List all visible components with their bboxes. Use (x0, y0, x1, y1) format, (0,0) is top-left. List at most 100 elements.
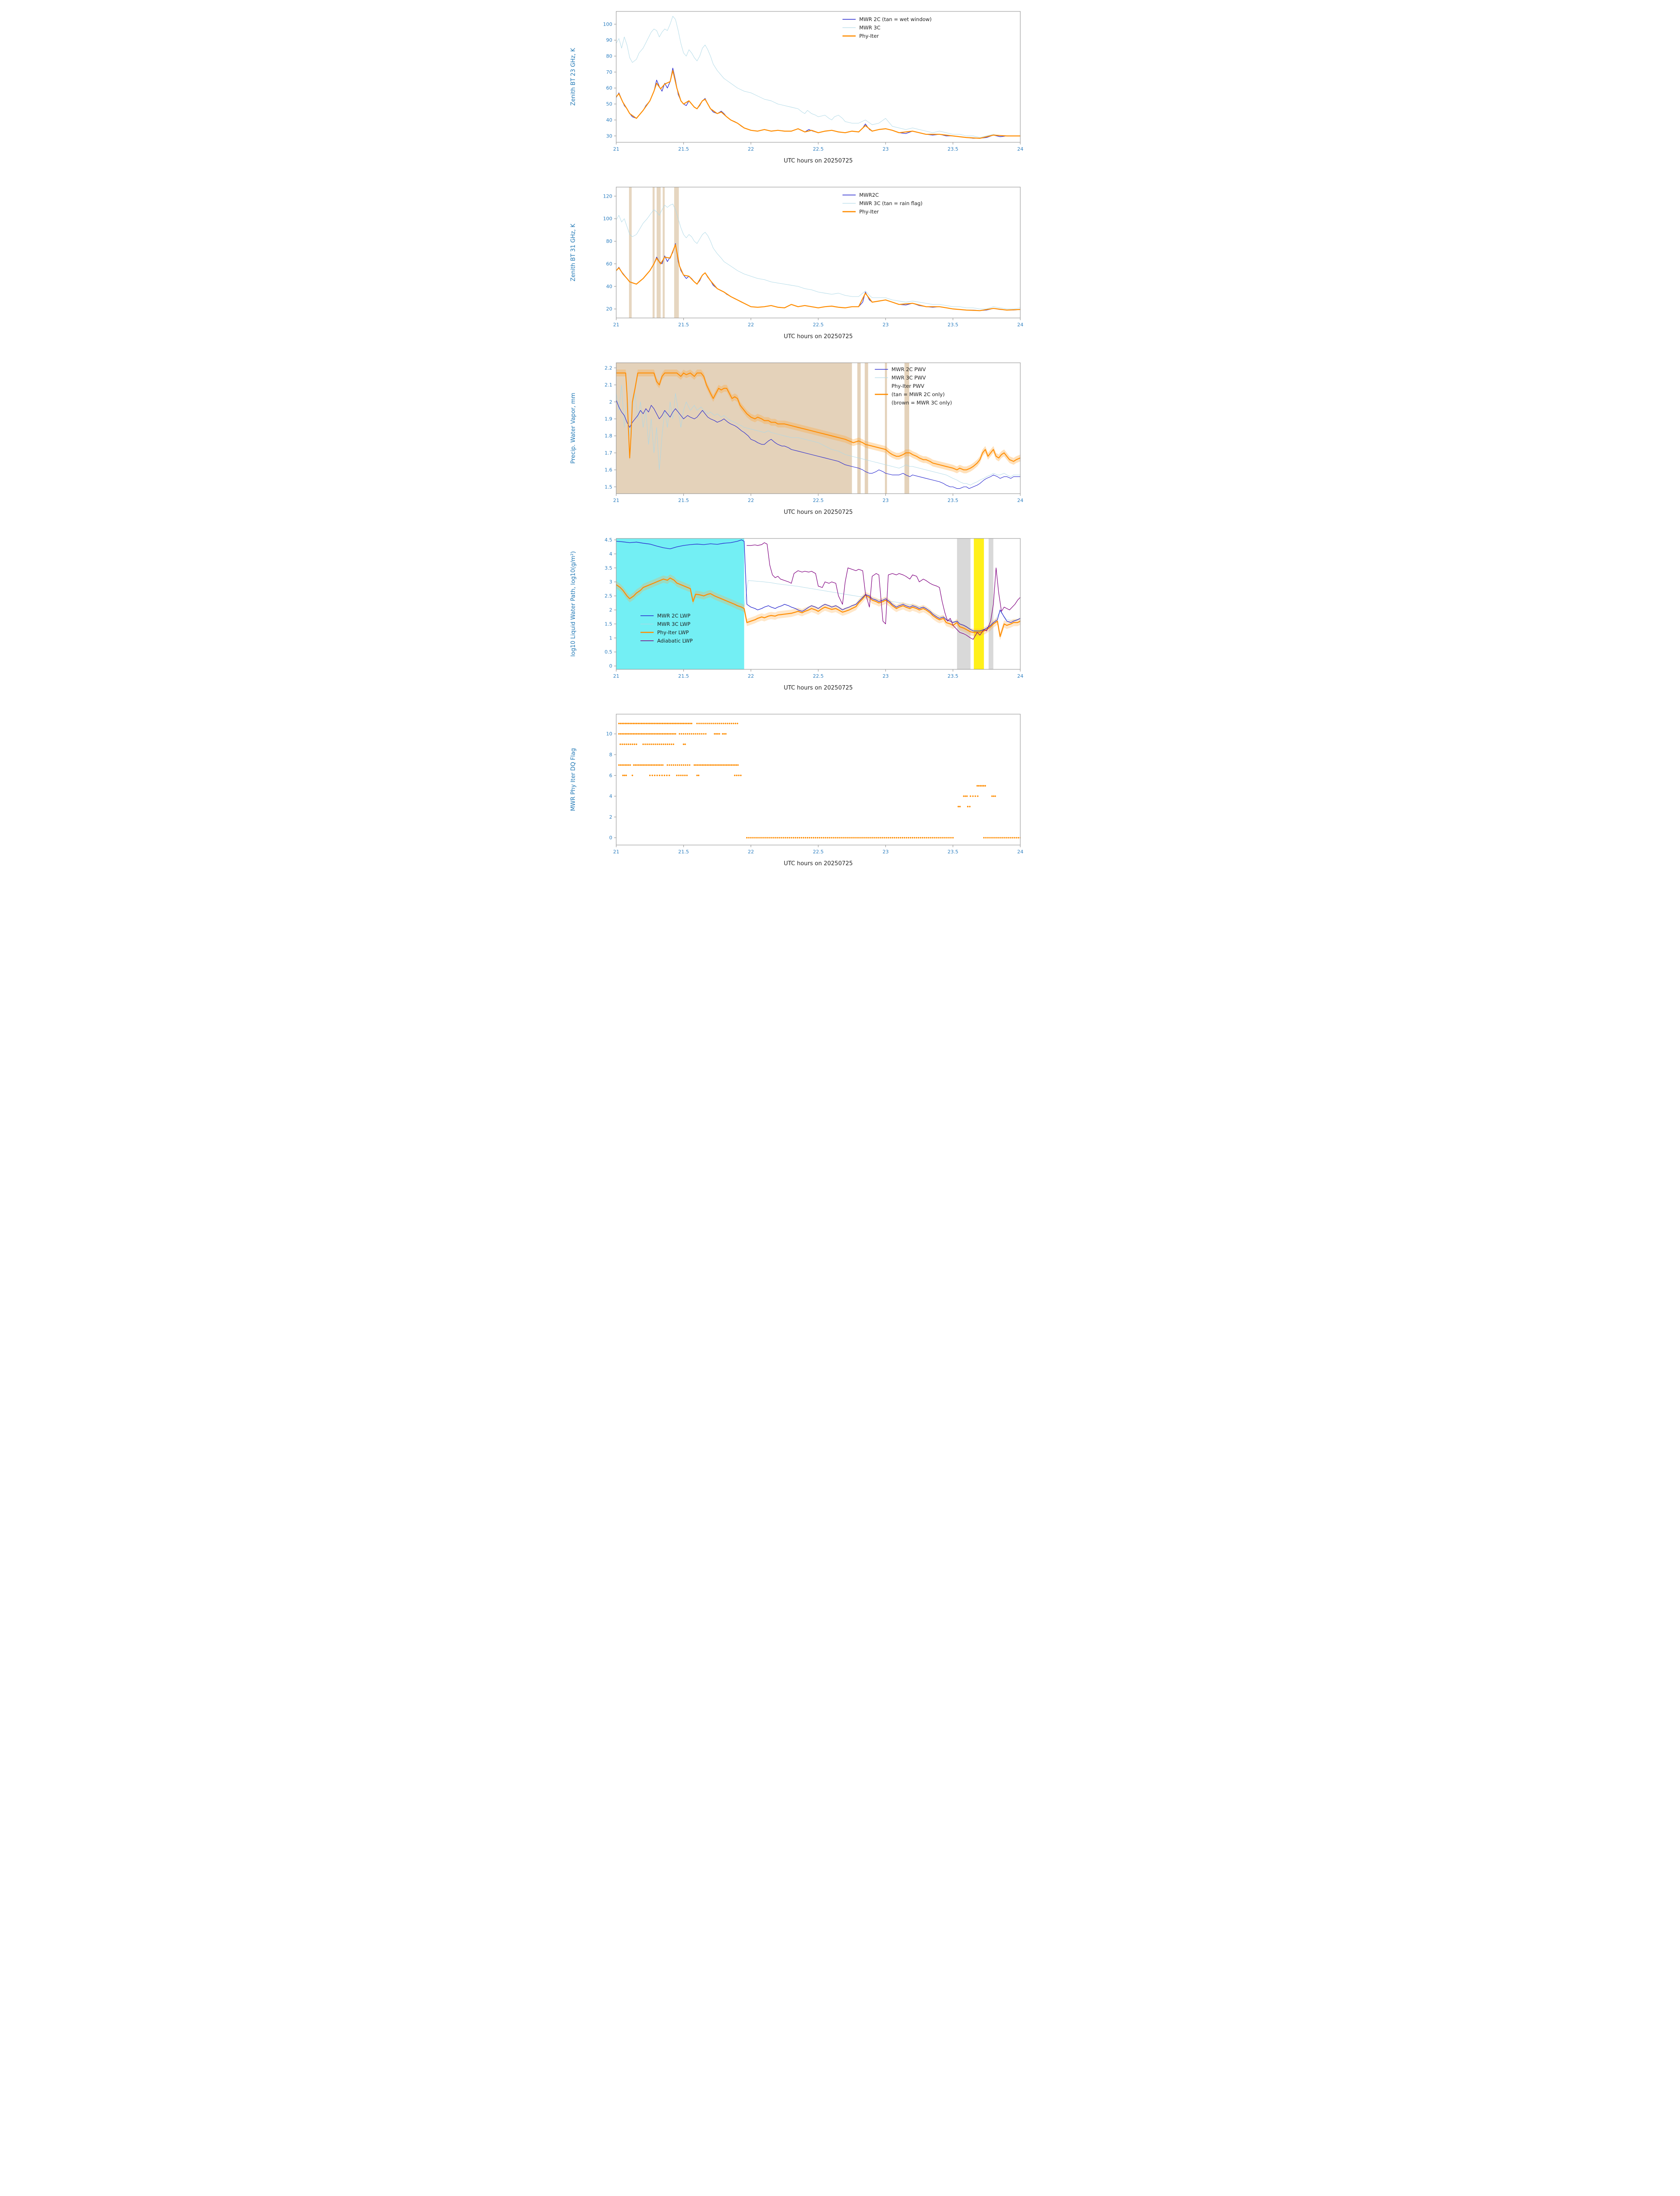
dq-flag-dot (657, 733, 659, 735)
dq-flag-dot (762, 837, 764, 839)
panel-zenith-bt-23ghz: 21 21.5 22 22.5 23 23.5 24 30 40 50 60 70 80 90 100 UTC… (560, 0, 1120, 176)
dq-flag-dot (629, 722, 631, 724)
dq-flag-dot (926, 837, 928, 839)
dq-flag-dot (628, 764, 629, 766)
dq-flag-dot (940, 837, 942, 839)
dq-flag-dot (712, 722, 714, 724)
shaded-band (657, 187, 661, 318)
dq-flag-dot (1015, 837, 1017, 839)
panel-dq-flag: 21 21.5 22 22.5 23 23.5 24 0 2 4 6 8 10 UTC hours on … (560, 703, 1120, 878)
dq-flag-dot (641, 764, 643, 766)
series-line (616, 68, 1020, 139)
dq-flag-dot (723, 764, 724, 766)
dq-flag-dot (622, 774, 624, 777)
x-tick-label: 22 (748, 146, 754, 152)
dq-flag-dot (991, 795, 993, 797)
dq-flag-dot (658, 722, 660, 724)
dq-flag-dot (702, 722, 704, 724)
shaded-band (885, 363, 887, 494)
panel-liquid-water-path: 21 21.5 22 22.5 23 23.5 24 0 0.5 1 1.5 2 2.5 3 3.5 4 4.5… (560, 527, 1120, 703)
dq-flag-dot (633, 743, 636, 745)
x-tick-label: 24 (1017, 322, 1023, 328)
dq-flag-dot (675, 764, 676, 766)
dq-flag-dot (694, 764, 695, 766)
dq-flag-dot (666, 774, 668, 777)
dq-flag-dot (632, 733, 634, 735)
dq-flag-dot (662, 764, 664, 766)
dq-flag-dot (644, 743, 646, 745)
dq-flag-dot (681, 764, 683, 766)
legend: MWR 2C LWP MWR 3C LWP Phy-Iter LWP Adiabati… (640, 613, 693, 644)
dq-flag-dot (718, 764, 719, 766)
dq-flag-dot (703, 764, 705, 766)
dq-flag-dot (659, 774, 661, 777)
dq-flag-dot (883, 837, 885, 839)
dq-flag-dot (893, 837, 895, 839)
x-tick-label: 22 (748, 673, 754, 679)
dq-flag-dot (660, 764, 662, 766)
dq-flag-dot (727, 764, 729, 766)
dq-flag-dot (693, 733, 694, 735)
dq-flag-dot (708, 764, 710, 766)
dq-flag-dot (948, 837, 950, 839)
dq-flag-dot (682, 774, 684, 777)
y-tick-label: 80 (606, 238, 612, 244)
dq-flag-dot (732, 764, 734, 766)
dq-flag-dot (950, 837, 952, 839)
dq-flag-dot (678, 722, 679, 724)
dq-flag-dot (686, 764, 689, 766)
dq-flag-dot (625, 733, 626, 735)
dq-flag-dot (934, 837, 936, 839)
dq-flag-dot (1007, 837, 1009, 839)
dq-flag-dot (983, 837, 985, 839)
dq-flag-dot (656, 743, 658, 745)
x-tick-label: 24 (1017, 146, 1023, 152)
dq-flag-dot (1005, 837, 1007, 839)
shaded-band (857, 363, 861, 494)
dq-flag-dot (965, 795, 966, 797)
dq-flag-dot (758, 837, 760, 839)
x-tick-label: 22.5 (813, 146, 824, 152)
y-tick-label: 60 (606, 85, 612, 91)
dq-flag-dot (683, 764, 684, 766)
dq-flag-dot (805, 837, 806, 839)
y-tick-label: 1.7 (605, 450, 613, 456)
dq-flag-dot (629, 764, 631, 766)
dq-flag-dot (661, 774, 663, 777)
legend: MWR2C MWR 3C (tan = rain flag) Phy-Iter (842, 192, 922, 215)
dq-flag-dot (646, 764, 647, 766)
dq-flag-dot (668, 743, 670, 745)
x-tick-label: 21.5 (678, 498, 689, 503)
series-line (616, 400, 1020, 489)
dq-flag-dot (648, 743, 650, 745)
dq-flag-dot (902, 837, 903, 839)
y-tick-label: 8 (609, 752, 612, 758)
dq-flag-dot (776, 837, 778, 839)
dq-flag-dot (631, 722, 633, 724)
y-tick-label: 50 (606, 101, 612, 107)
series-line (616, 372, 1020, 470)
dq-flag-dot (652, 764, 654, 766)
dq-flag-dot (697, 733, 699, 735)
dq-flag-dot (819, 837, 820, 839)
x-tick-label: 22.5 (813, 322, 824, 328)
y-tick-label: 1.5 (605, 484, 613, 490)
dq-flag-dot (676, 764, 679, 766)
dq-flag-dot (706, 722, 708, 724)
y-tick-label: 1.6 (605, 467, 613, 473)
uncertainty-band (616, 574, 1020, 640)
dq-flag-dot (633, 764, 635, 766)
dq-flag-dot (636, 743, 637, 745)
dq-flag-dot (644, 764, 646, 766)
legend-label: Phy-Iter (859, 209, 879, 215)
dq-flag-dot (620, 733, 621, 735)
x-tick-label: 24 (1017, 673, 1023, 679)
dq-flag-dot (722, 733, 723, 735)
dq-flag-dot (684, 722, 686, 724)
dq-flag-dot (678, 774, 680, 777)
dq-flag-dot (646, 743, 648, 745)
dq-flag-dot (963, 795, 965, 797)
dq-flag-dot (924, 837, 925, 839)
dq-flag-dot (705, 764, 707, 766)
dq-flag-dot (647, 722, 649, 724)
